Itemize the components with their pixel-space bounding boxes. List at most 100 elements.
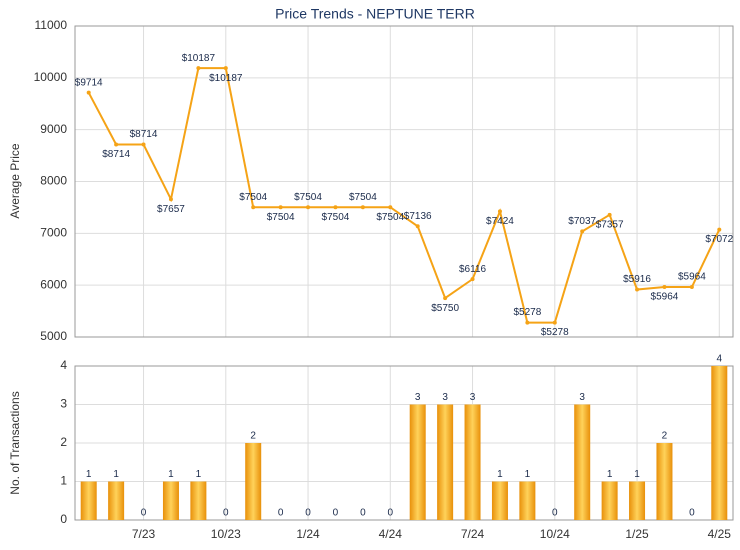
point (635, 287, 640, 292)
bar (437, 404, 454, 520)
bar (656, 443, 673, 520)
y-tick-label: 8000 (40, 174, 67, 188)
data-label: 2 (250, 431, 256, 442)
y-axis-label: Average Price (8, 143, 22, 218)
plot-frame (74, 25, 734, 338)
y-tick-label: 4 (60, 358, 67, 372)
point (168, 197, 173, 202)
data-label: 1 (86, 469, 92, 480)
data-label: 3 (579, 392, 585, 403)
data-label: $7424 (486, 216, 514, 227)
point (333, 205, 338, 210)
data-label: 0 (689, 508, 695, 519)
bar (601, 481, 618, 520)
bar (409, 404, 426, 520)
data-label: $7657 (157, 204, 185, 215)
y-tick-label: 1 (60, 474, 67, 488)
data-label: $7504 (322, 212, 350, 223)
data-label: 4 (717, 354, 723, 365)
y-tick-label: 6000 (40, 277, 67, 291)
data-label: $5964 (678, 272, 706, 283)
point (525, 320, 530, 325)
data-label: 2 (662, 431, 668, 442)
data-label: 1 (168, 469, 174, 480)
bar (711, 366, 728, 520)
data-label: 1 (113, 469, 119, 480)
point (196, 66, 201, 71)
point (607, 212, 612, 217)
data-label: $5278 (513, 307, 541, 318)
x-tick-label: 1/25 (625, 527, 649, 541)
data-label: 0 (141, 508, 147, 519)
point (388, 205, 393, 210)
data-label: 1 (497, 469, 503, 480)
point (141, 142, 146, 147)
bar (574, 404, 591, 520)
x-tick-label: 7/23 (132, 527, 156, 541)
data-label: $8714 (102, 149, 130, 160)
point (360, 205, 365, 210)
data-label: $10187 (182, 53, 216, 64)
x-tick-label: 7/24 (461, 527, 485, 541)
data-label: 3 (415, 392, 421, 403)
point (306, 205, 311, 210)
data-label: $7072 (705, 234, 733, 245)
point (689, 285, 694, 290)
point (415, 224, 420, 229)
y-axis-label: No. of Transactions (8, 391, 22, 494)
data-label: 0 (388, 508, 394, 519)
y-tick-label: 0 (60, 512, 67, 526)
bar (629, 481, 646, 520)
point (443, 296, 448, 301)
bar (491, 481, 508, 520)
data-label: 1 (634, 469, 640, 480)
point (470, 277, 475, 282)
y-tick-label: 5000 (40, 329, 67, 343)
data-label: $7504 (376, 212, 404, 223)
point (552, 320, 557, 325)
x-tick-label: 10/23 (211, 527, 241, 541)
data-label: $9714 (75, 77, 103, 88)
data-label: $5750 (431, 303, 459, 314)
data-label: $7504 (239, 192, 267, 203)
point (580, 229, 585, 234)
point (251, 205, 256, 210)
y-tick-label: 11000 (35, 18, 68, 32)
data-label: $7504 (294, 192, 322, 203)
x-tick-label: 4/25 (708, 527, 732, 541)
point (662, 285, 667, 290)
data-label: $7504 (267, 212, 295, 223)
data-label: 0 (333, 508, 339, 519)
data-label: $5964 (651, 292, 679, 303)
data-label: 3 (442, 392, 448, 403)
point (114, 142, 119, 147)
bar (108, 481, 125, 520)
y-tick-label: 7000 (40, 226, 67, 240)
data-label: $5916 (623, 274, 651, 285)
bar (245, 443, 262, 520)
data-label: $8714 (130, 129, 158, 140)
data-label: 0 (552, 508, 558, 519)
data-label: $7037 (568, 216, 596, 227)
data-label: 0 (360, 508, 366, 519)
data-label: $7136 (404, 211, 432, 222)
data-label: $7504 (349, 192, 377, 203)
x-tick-label: 4/24 (379, 527, 403, 541)
data-label: 0 (305, 508, 311, 519)
point (86, 90, 91, 95)
bar (190, 481, 207, 520)
data-label: $7357 (596, 219, 624, 230)
y-tick-label: 3 (60, 397, 67, 411)
plot-frame (74, 365, 734, 521)
bar (519, 481, 536, 520)
data-label: 3 (470, 392, 476, 403)
y-tick-label: 2 (60, 435, 67, 449)
y-tick-label: 10000 (34, 70, 68, 84)
chart-title: Price Trends - NEPTUNE TERR (275, 6, 475, 22)
data-label: 0 (223, 508, 229, 519)
point (278, 205, 283, 210)
data-label: $10187 (209, 73, 243, 84)
data-label: 0 (278, 508, 284, 519)
data-label: 1 (196, 469, 202, 480)
